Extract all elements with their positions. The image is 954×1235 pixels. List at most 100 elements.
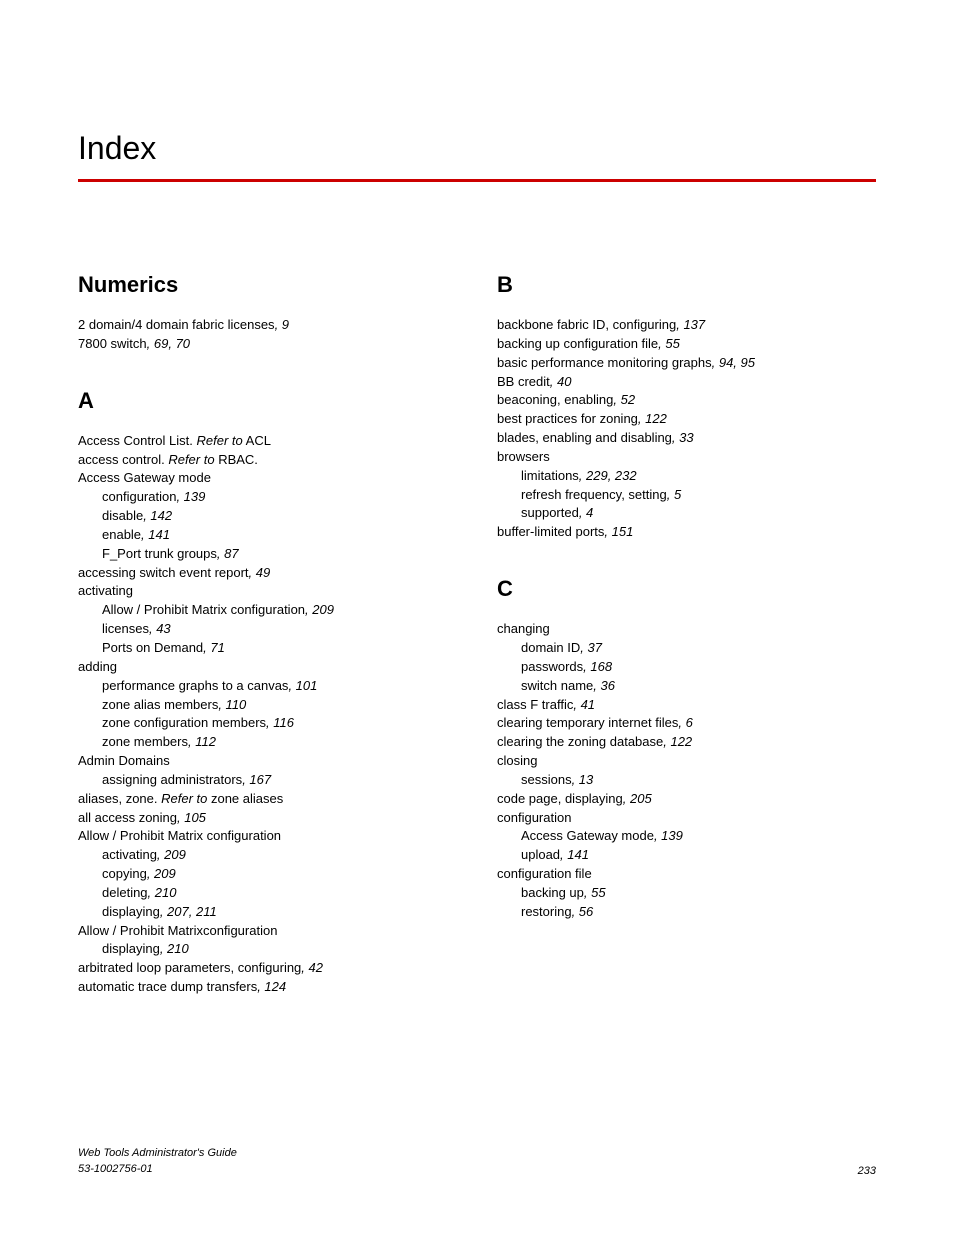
section-numerics-head: Numerics bbox=[78, 272, 457, 298]
index-entry: aliases, zone. Refer to zone aliases bbox=[78, 790, 457, 809]
page-ref: , 141 bbox=[141, 527, 170, 542]
index-subentry: zone configuration members, 116 bbox=[78, 714, 457, 733]
index-entry: automatic trace dump transfers, 124 bbox=[78, 978, 457, 997]
entry-text: sessions bbox=[521, 772, 572, 787]
page-ref: , 69, 70 bbox=[147, 336, 190, 351]
entry-text: aliases, zone. bbox=[78, 791, 161, 806]
page-ref: , 105 bbox=[177, 810, 206, 825]
index-subentry: Ports on Demand, 71 bbox=[78, 639, 457, 658]
entry-text: clearing temporary internet files bbox=[497, 715, 678, 730]
page-ref: , 137 bbox=[676, 317, 705, 332]
index-entry: access control. Refer to RBAC. bbox=[78, 451, 457, 470]
refer-to: Refer to bbox=[168, 452, 214, 467]
index-entry: BB credit, 40 bbox=[497, 373, 876, 392]
section-c-head: C bbox=[497, 576, 876, 602]
page-ref: , 55 bbox=[584, 885, 606, 900]
entry-text: domain ID bbox=[521, 640, 580, 655]
entry-text: beaconing, enabling bbox=[497, 392, 613, 407]
right-column: B backbone fabric ID, configuring, 137 b… bbox=[497, 272, 876, 997]
entry-text: Allow / Prohibit Matrixconfiguration bbox=[78, 923, 277, 938]
index-entry: accessing switch event report, 49 bbox=[78, 564, 457, 583]
page-ref: , 112 bbox=[188, 734, 216, 749]
entry-text: Access Gateway mode bbox=[521, 828, 654, 843]
page-ref: , 122 bbox=[663, 734, 692, 749]
page-ref: , 167 bbox=[242, 772, 271, 787]
entry-text: licenses bbox=[102, 621, 149, 636]
index-entry: activating bbox=[78, 582, 457, 601]
entry-text: Allow / Prohibit Matrix configuration bbox=[102, 602, 305, 617]
page-ref: , 37 bbox=[580, 640, 602, 655]
entry-text: backing up configuration file bbox=[497, 336, 658, 351]
index-subentry: domain ID, 37 bbox=[497, 639, 876, 658]
index-subentry: configuration, 139 bbox=[78, 488, 457, 507]
page-ref: , 205 bbox=[623, 791, 652, 806]
entry-text: blades, enabling and disabling bbox=[497, 430, 672, 445]
entry-text: Access Gateway mode bbox=[78, 470, 211, 485]
entry-text: arbitrated loop parameters, configuring bbox=[78, 960, 301, 975]
entry-text: activating bbox=[102, 847, 157, 862]
entry-text: basic performance monitoring graphs bbox=[497, 355, 712, 370]
index-entry: browsers bbox=[497, 448, 876, 467]
entry-text: supported bbox=[521, 505, 579, 520]
page-ref: , 56 bbox=[572, 904, 594, 919]
index-subentry: assigning administrators, 167 bbox=[78, 771, 457, 790]
page-ref: , 209 bbox=[147, 866, 176, 881]
page-ref: , 55 bbox=[658, 336, 680, 351]
footer-page-number: 233 bbox=[858, 1165, 876, 1177]
page-ref: , 141 bbox=[560, 847, 589, 862]
index-entry: blades, enabling and disabling, 33 bbox=[497, 429, 876, 448]
page-ref: , 207, 211 bbox=[160, 904, 217, 919]
entry-text: clearing the zoning database bbox=[497, 734, 663, 749]
entry-after: zone aliases bbox=[207, 791, 283, 806]
page-ref: , 116 bbox=[266, 715, 294, 730]
entry-text: disable bbox=[102, 508, 143, 523]
entry-text: Access Control List. bbox=[78, 433, 197, 448]
entry-text: class F traffic bbox=[497, 697, 573, 712]
page-ref: , 209 bbox=[305, 602, 334, 617]
entry-text: backing up bbox=[521, 885, 584, 900]
page-ref: , 42 bbox=[301, 960, 323, 975]
index-entry: clearing temporary internet files, 6 bbox=[497, 714, 876, 733]
index-entry: configuration bbox=[497, 809, 876, 828]
footer-doc-number: 53-1002756-01 bbox=[78, 1162, 237, 1177]
index-entry: changing bbox=[497, 620, 876, 639]
index-entry: beaconing, enabling, 52 bbox=[497, 391, 876, 410]
page-ref: , 110 bbox=[218, 697, 246, 712]
page-ref: , 94, 95 bbox=[712, 355, 755, 370]
index-subentry: displaying, 207, 211 bbox=[78, 903, 457, 922]
entry-text: best practices for zoning bbox=[497, 411, 638, 426]
index-entry: Allow / Prohibit Matrixconfiguration bbox=[78, 922, 457, 941]
entry-text: switch name bbox=[521, 678, 593, 693]
page-ref: , 49 bbox=[249, 565, 271, 580]
entry-text: 2 domain/4 domain fabric licenses bbox=[78, 317, 275, 332]
footer-doc-title: Web Tools Administrator's Guide bbox=[78, 1146, 237, 1161]
page-ref: , 87 bbox=[217, 546, 239, 561]
index-subentry: Allow / Prohibit Matrix configuration, 2… bbox=[78, 601, 457, 620]
page-ref: , 139 bbox=[654, 828, 683, 843]
page-ref: , 52 bbox=[613, 392, 635, 407]
entry-after: RBAC. bbox=[215, 452, 258, 467]
entry-text: configuration file bbox=[497, 866, 592, 881]
entry-text: displaying bbox=[102, 904, 160, 919]
index-entry: clearing the zoning database, 122 bbox=[497, 733, 876, 752]
entry-text: accessing switch event report bbox=[78, 565, 249, 580]
page-ref: , 142 bbox=[143, 508, 172, 523]
index-entry: Access Control List. Refer to ACL bbox=[78, 432, 457, 451]
page-ref: , 210 bbox=[148, 885, 177, 900]
entry-text: activating bbox=[78, 583, 133, 598]
page-ref: , 43 bbox=[149, 621, 171, 636]
page-ref: , 40 bbox=[550, 374, 572, 389]
footer-left: Web Tools Administrator's Guide 53-10027… bbox=[78, 1146, 237, 1177]
entry-text: code page, displaying bbox=[497, 791, 623, 806]
entry-text: automatic trace dump transfers bbox=[78, 979, 257, 994]
entry-text: zone members bbox=[102, 734, 188, 749]
index-subentry: disable, 142 bbox=[78, 507, 457, 526]
entry-text: enable bbox=[102, 527, 141, 542]
entry-text: zone configuration members bbox=[102, 715, 266, 730]
entry-text: performance graphs to a canvas bbox=[102, 678, 288, 693]
index-subentry: deleting, 210 bbox=[78, 884, 457, 903]
index-entry: best practices for zoning, 122 bbox=[497, 410, 876, 429]
index-subentry: copying, 209 bbox=[78, 865, 457, 884]
index-entry: buffer-limited ports, 151 bbox=[497, 523, 876, 542]
page-ref: , 122 bbox=[638, 411, 667, 426]
